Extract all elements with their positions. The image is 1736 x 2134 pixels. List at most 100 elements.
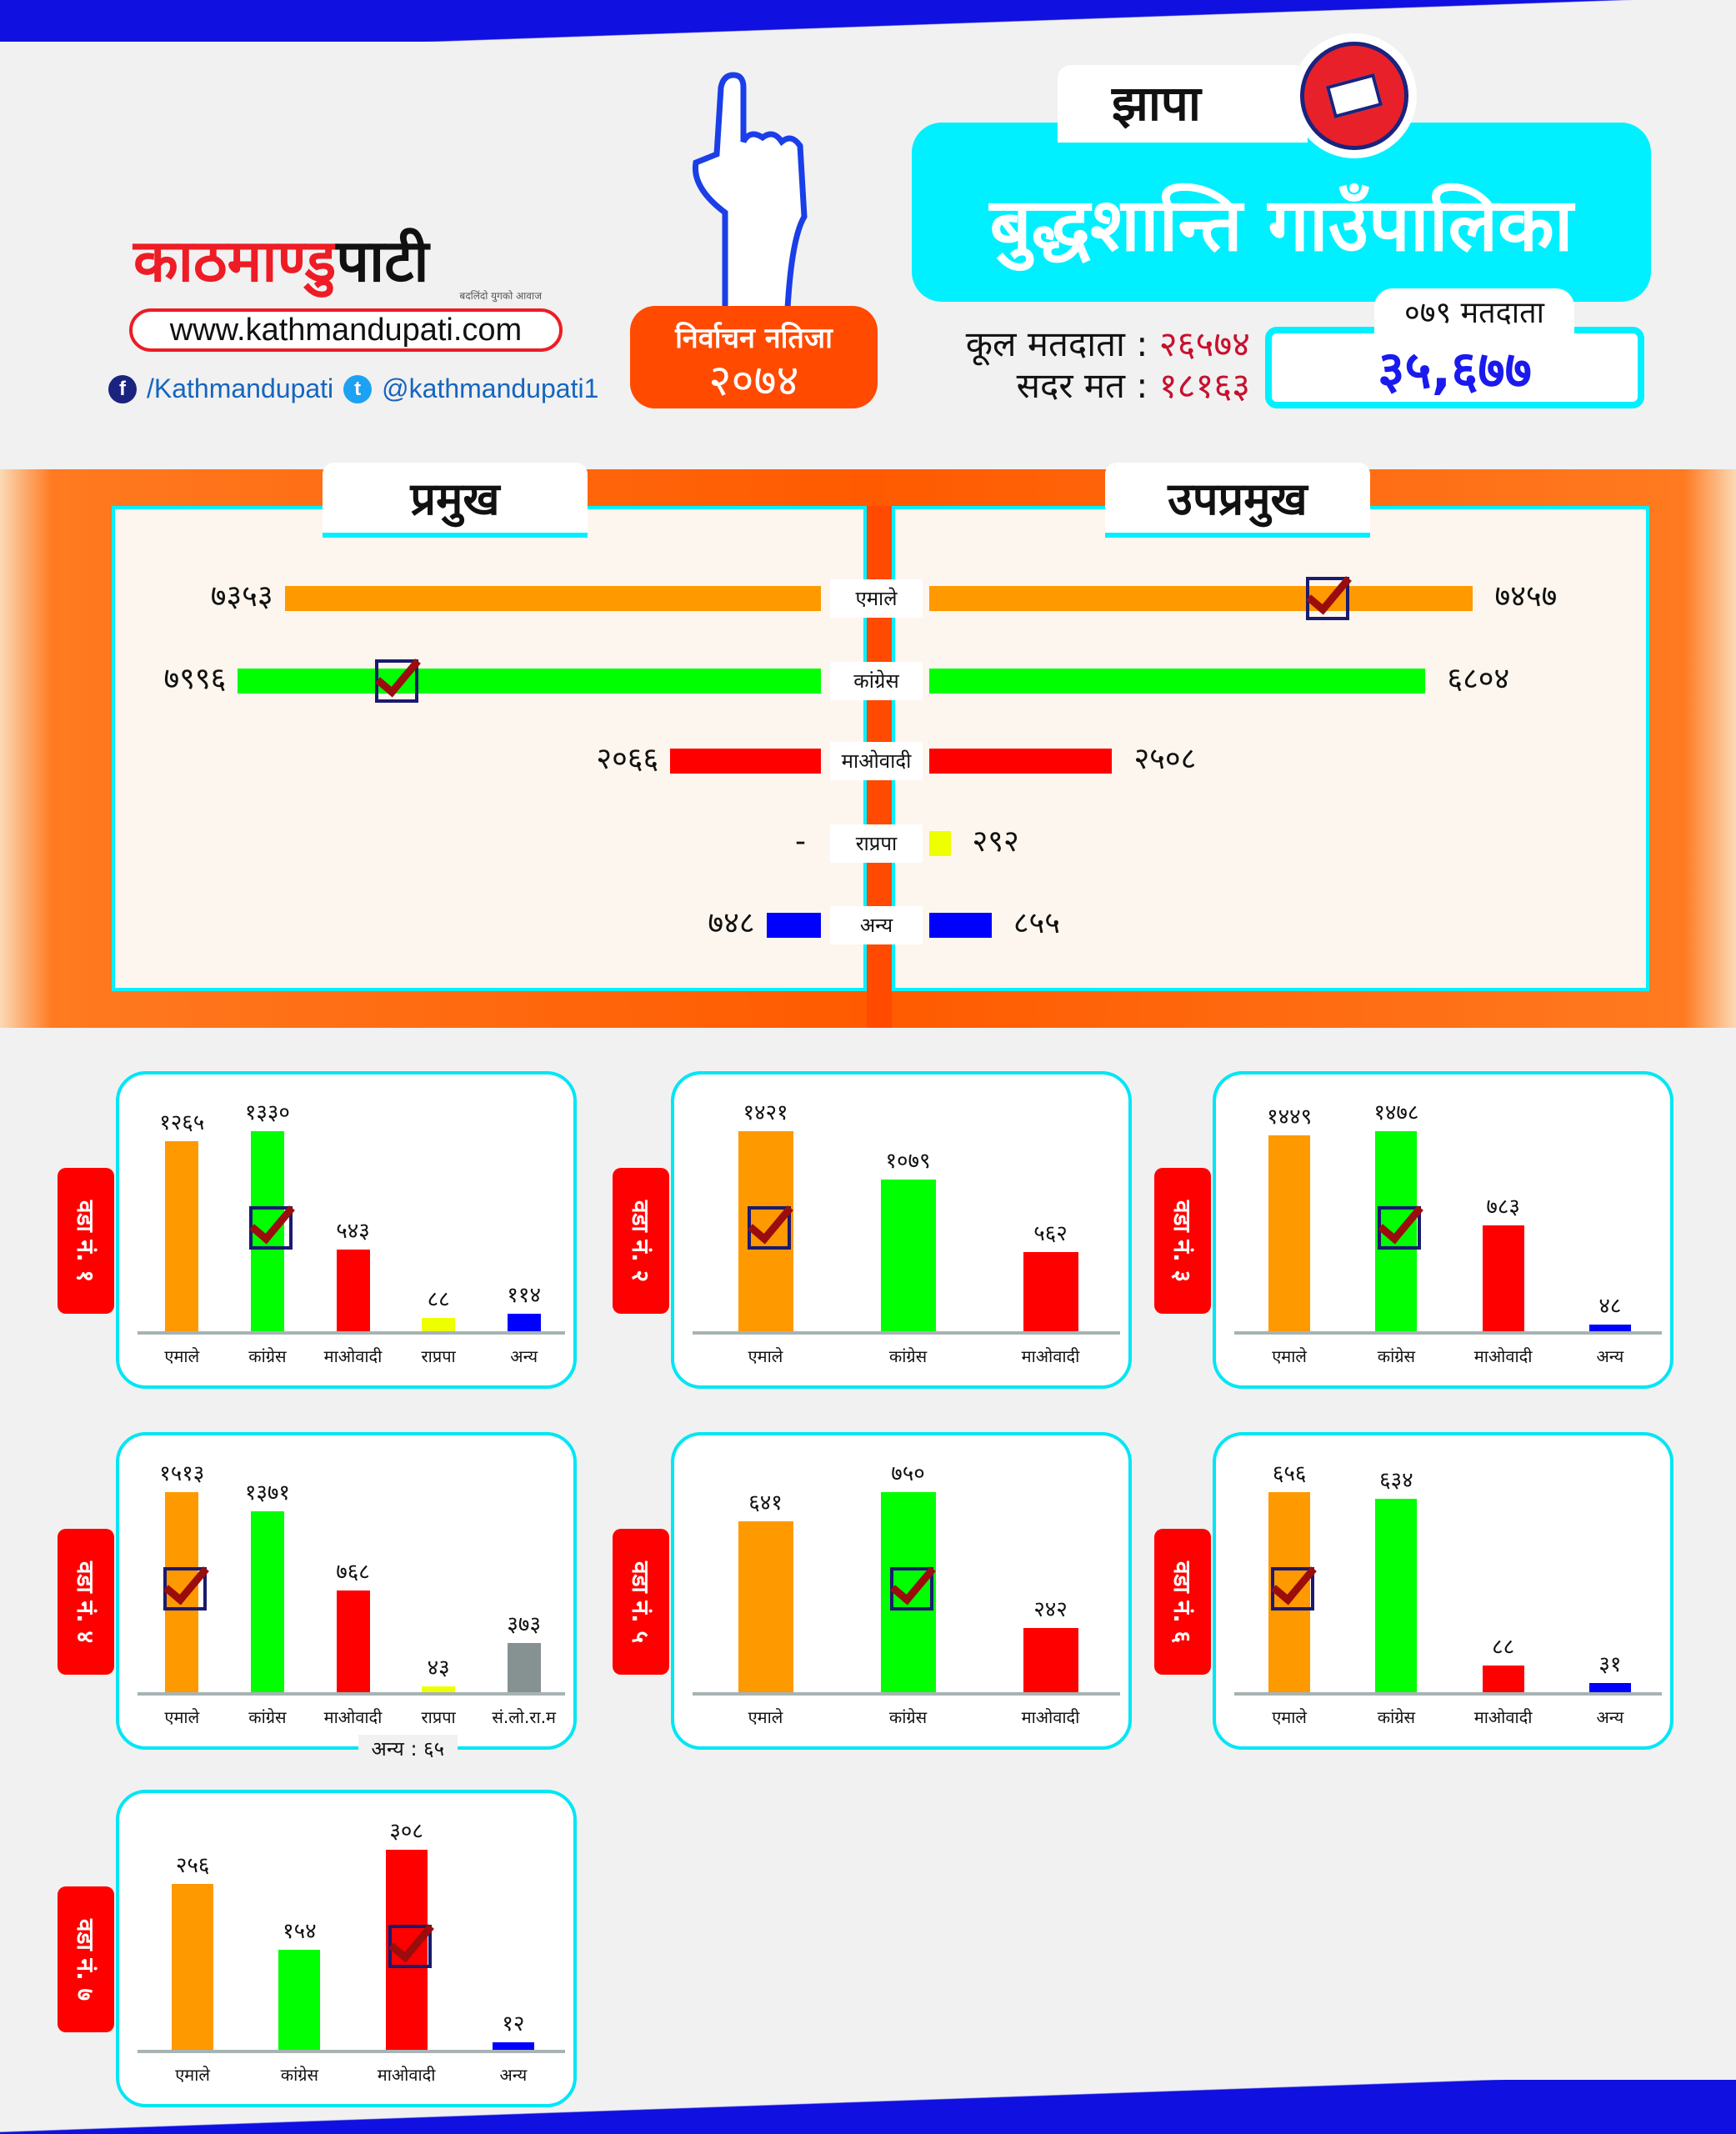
bar-value-label: ५६२ (1033, 1221, 1068, 1247)
pramukh-bar (284, 586, 821, 611)
ward-bar-group: ६५६ (1239, 1435, 1339, 1692)
party-name-label: एमाले (1272, 1707, 1307, 1727)
bar-value-label: ३०८ (389, 1819, 423, 1844)
pramukh-value: ७९९६ (163, 662, 227, 696)
winner-check-icon (248, 1206, 293, 1250)
upapramukh-bar (929, 749, 1113, 774)
party-name-label: माओवादी (323, 1346, 383, 1366)
bar-2 (1482, 1225, 1524, 1331)
ward-bar-group: ३७३ (474, 1435, 574, 1692)
chart-baseline (1234, 1692, 1662, 1696)
bar-3 (422, 1686, 456, 1692)
ward-title: वडा नं. ६ (1168, 1560, 1197, 1643)
pramukh-bar (766, 913, 821, 938)
bar-value-label: १५१३ (159, 1461, 205, 1486)
chart-baseline (693, 1692, 1120, 1696)
chart-baseline (138, 1331, 565, 1335)
party-name-label: माओवादी (323, 1707, 383, 1727)
bar-value-label: १०७९ (885, 1148, 931, 1174)
party-name-label: कांग्रेस (248, 1707, 287, 1727)
upapramukh-value: ७४५७ (1494, 579, 1558, 614)
bar-value-label: १५४ (283, 1919, 317, 1944)
bar-value-label: ७५० (891, 1461, 925, 1486)
party-name-label: कांग्रेस (248, 1346, 287, 1366)
ward-card: १२६५ एमाले १३३० कांग्रेस ५४३ माओवादी ८८ राप्रपा… (116, 1071, 577, 1389)
chart-baseline (1234, 1331, 1662, 1335)
voters-079-label: ०७९ मतदाता (1374, 288, 1574, 335)
ward-bar-group: १५४ (249, 1793, 349, 2050)
bar-1 (1375, 1499, 1418, 1692)
winner-check-icon (1271, 1567, 1315, 1611)
party-name-label: माओवादी (1021, 1707, 1080, 1727)
ward-title: वडा नं. ३ (1168, 1200, 1197, 1282)
bar-value-label: ४८ (1598, 1294, 1622, 1320)
ward-bar-group: ८८ (1453, 1435, 1553, 1692)
facebook-link[interactable]: /Kathmandupati (147, 373, 334, 403)
ward-card: ६५६ एमाले ६३४ कांग्रेस ८८ माओवादी ३१ अन्य (1213, 1432, 1673, 1750)
ward-card: २५६ एमाले १५४ कांग्रेस ३०८ माओवादी १२ अन्य (116, 1790, 577, 2107)
ward-title: वडा नं. ४ (72, 1560, 100, 1643)
pramukh-value: ७४८ (708, 906, 755, 940)
ward-bar-group: ११४ (474, 1075, 574, 1331)
ward-bar-group: ६३४ (1346, 1435, 1446, 1692)
bar-value-label: ७६८ (336, 1560, 370, 1585)
ward-title: वडा नं. २ (627, 1200, 655, 1282)
party-label: एमाले (830, 579, 923, 618)
upapramukh-value: ६८०४ (1447, 662, 1510, 696)
badge-title: निर्वाचन नतिजा (675, 322, 833, 355)
kathmandupati-logo: काठमाण्डुपाटी बदलिंदो युगको आवाज (133, 218, 550, 302)
ward-bar-group: ४८ (1560, 1075, 1660, 1331)
total-voters-label: कूल मतदाता : (965, 323, 1148, 364)
winner-check-icon (747, 1206, 791, 1250)
ward-bar-group: १४२१ (716, 1075, 816, 1331)
ward-bar-group: १०७९ (858, 1075, 958, 1331)
pramukh-title: प्रमुख (323, 463, 588, 538)
upapramukh-bar (929, 913, 992, 938)
party-label: अन्य (830, 906, 923, 944)
party-name-label: माओवादी (1473, 1707, 1533, 1727)
website-link[interactable]: www.kathmandupati.com (129, 308, 563, 352)
ward-label: वडा नं. १ (58, 1168, 114, 1314)
party-name-label: एमाले (164, 1707, 200, 1727)
pramukh-value: - (795, 824, 806, 859)
ward-title: वडा नं. ७ (72, 1918, 100, 2001)
bar-value-label: २५६ (175, 1852, 210, 1878)
ward-bar-group: १२ (463, 1793, 563, 2050)
party-name-label: अन्य (1596, 1707, 1624, 1727)
total-voters-value: २६५७४ (1158, 323, 1250, 364)
ward-label: वडा नं. ७ (58, 1886, 114, 2032)
bar-value-label: ८८ (1492, 1634, 1515, 1660)
logo-text-red: काठमाण्डु (133, 227, 337, 295)
ward-note: अन्य : ६५ (358, 1735, 458, 1762)
party-name-label: कांग्रेस (1377, 1346, 1416, 1366)
chart-baseline (693, 1331, 1120, 1335)
upapramukh-bar (929, 586, 1473, 611)
bar-value-label: १४७८ (1373, 1100, 1419, 1125)
bar-value-label: १२६५ (159, 1110, 205, 1135)
logo-tagline: बदलिंदो युगको आवाज (459, 290, 542, 302)
bar-2 (1023, 1252, 1078, 1331)
bar-1 (250, 1510, 284, 1692)
bar-value-label: १३७१ (244, 1480, 290, 1505)
bar-3 (1588, 1325, 1631, 1331)
upapramukh-title: उपप्रमुख (1105, 463, 1370, 538)
party-name-label: अन्य (510, 1346, 538, 1366)
pramukh-value: ७३५३ (210, 579, 273, 614)
bar-value-label: ११४ (507, 1283, 541, 1309)
winner-check-icon (163, 1567, 208, 1611)
badge-year: २०७४ (708, 356, 799, 406)
ward-bar-group: ७६८ (303, 1435, 403, 1692)
party-name-label: एमाले (748, 1707, 783, 1727)
bar-value-label: ३१ (1598, 1651, 1622, 1677)
top-band (0, 0, 1736, 42)
ward-bar-group: ७८३ (1453, 1075, 1553, 1331)
social-links: f /Kathmandupati t @kathmandupati1 (108, 373, 598, 404)
municipality-title: बुद्धशान्ति गाउँपालिका (912, 123, 1651, 302)
party-name-label: एमाले (175, 2065, 210, 2085)
party-name-label: माओवादी (1473, 1346, 1533, 1366)
party-label: राप्रपा (830, 824, 923, 863)
voting-finger-icon (692, 72, 808, 309)
twitter-link[interactable]: @kathmandupati1 (382, 373, 599, 403)
bar-1 (880, 1179, 936, 1331)
winner-check-icon (1378, 1206, 1422, 1250)
